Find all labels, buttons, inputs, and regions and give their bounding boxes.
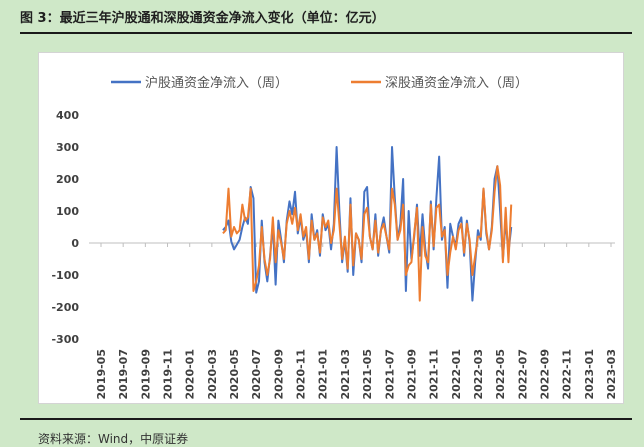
x-tick-label: 2020-09	[272, 349, 285, 400]
legend-label: 深股通资金净流入（周）	[385, 75, 528, 91]
x-tick-label: 2021-03	[339, 349, 352, 400]
x-tick-label: 2023-01	[583, 349, 596, 400]
net-inflow-line-chart: -300 -200 -100 0 100 200 300 400 2019-05 2019-07 2…	[51, 75, 618, 400]
series-line-shenzhen	[222, 165, 513, 302]
x-tick-label: 2021-05	[361, 349, 374, 400]
x-tick-label: 2019-09	[139, 349, 152, 400]
x-tick-label: 2022-01	[450, 349, 463, 400]
y-tick-label: 200	[56, 173, 79, 186]
x-tick-label: 2019-05	[95, 349, 108, 400]
x-tick-label: 2023-03	[605, 349, 618, 400]
y-tick-label: -200	[51, 301, 79, 314]
x-tick-label: 2020-01	[184, 349, 197, 400]
y-tick-label: 400	[56, 109, 79, 122]
y-tick-label: 100	[56, 205, 79, 218]
x-tick-label: 2022-09	[538, 349, 551, 400]
series-line-shanghai	[222, 146, 513, 302]
chart-panel: -300 -200 -100 0 100 200 300 400 2019-05 2019-07 2…	[38, 52, 624, 404]
x-tick-label: 2021-11	[428, 349, 441, 400]
x-tick-label: 2020-05	[228, 349, 241, 400]
x-tick-label: 2021-01	[317, 349, 330, 400]
x-tick-label: 2020-03	[206, 349, 219, 400]
x-tick-label: 2020-07	[250, 349, 263, 400]
legend-label: 沪股通资金净流入（周）	[145, 75, 288, 91]
source-note: 资料来源：Wind，中原证券	[38, 432, 189, 446]
figure-title: 图 3：最近三年沪股通和深股通资金净流入变化（单位：亿元）	[20, 11, 385, 26]
x-tick-label: 2022-03	[472, 349, 485, 400]
x-tick-label: 2020-11	[295, 349, 308, 400]
y-tick-label: 300	[56, 141, 79, 154]
top-rule	[20, 32, 632, 34]
x-tick-label: 2022-05	[494, 349, 507, 400]
x-tick-label: 2019-11	[162, 349, 175, 400]
x-tick-label: 2022-07	[516, 349, 529, 400]
y-tick-label: 0	[71, 237, 79, 250]
y-tick-label: -100	[51, 269, 79, 282]
x-tick-label: 2021-07	[383, 349, 396, 400]
x-tick-label: 2022-11	[561, 349, 574, 400]
y-tick-label: -300	[51, 333, 79, 346]
x-tick-label: 2019-07	[117, 349, 130, 400]
bottom-rule	[20, 418, 632, 420]
x-tick-label: 2021-09	[405, 349, 418, 400]
